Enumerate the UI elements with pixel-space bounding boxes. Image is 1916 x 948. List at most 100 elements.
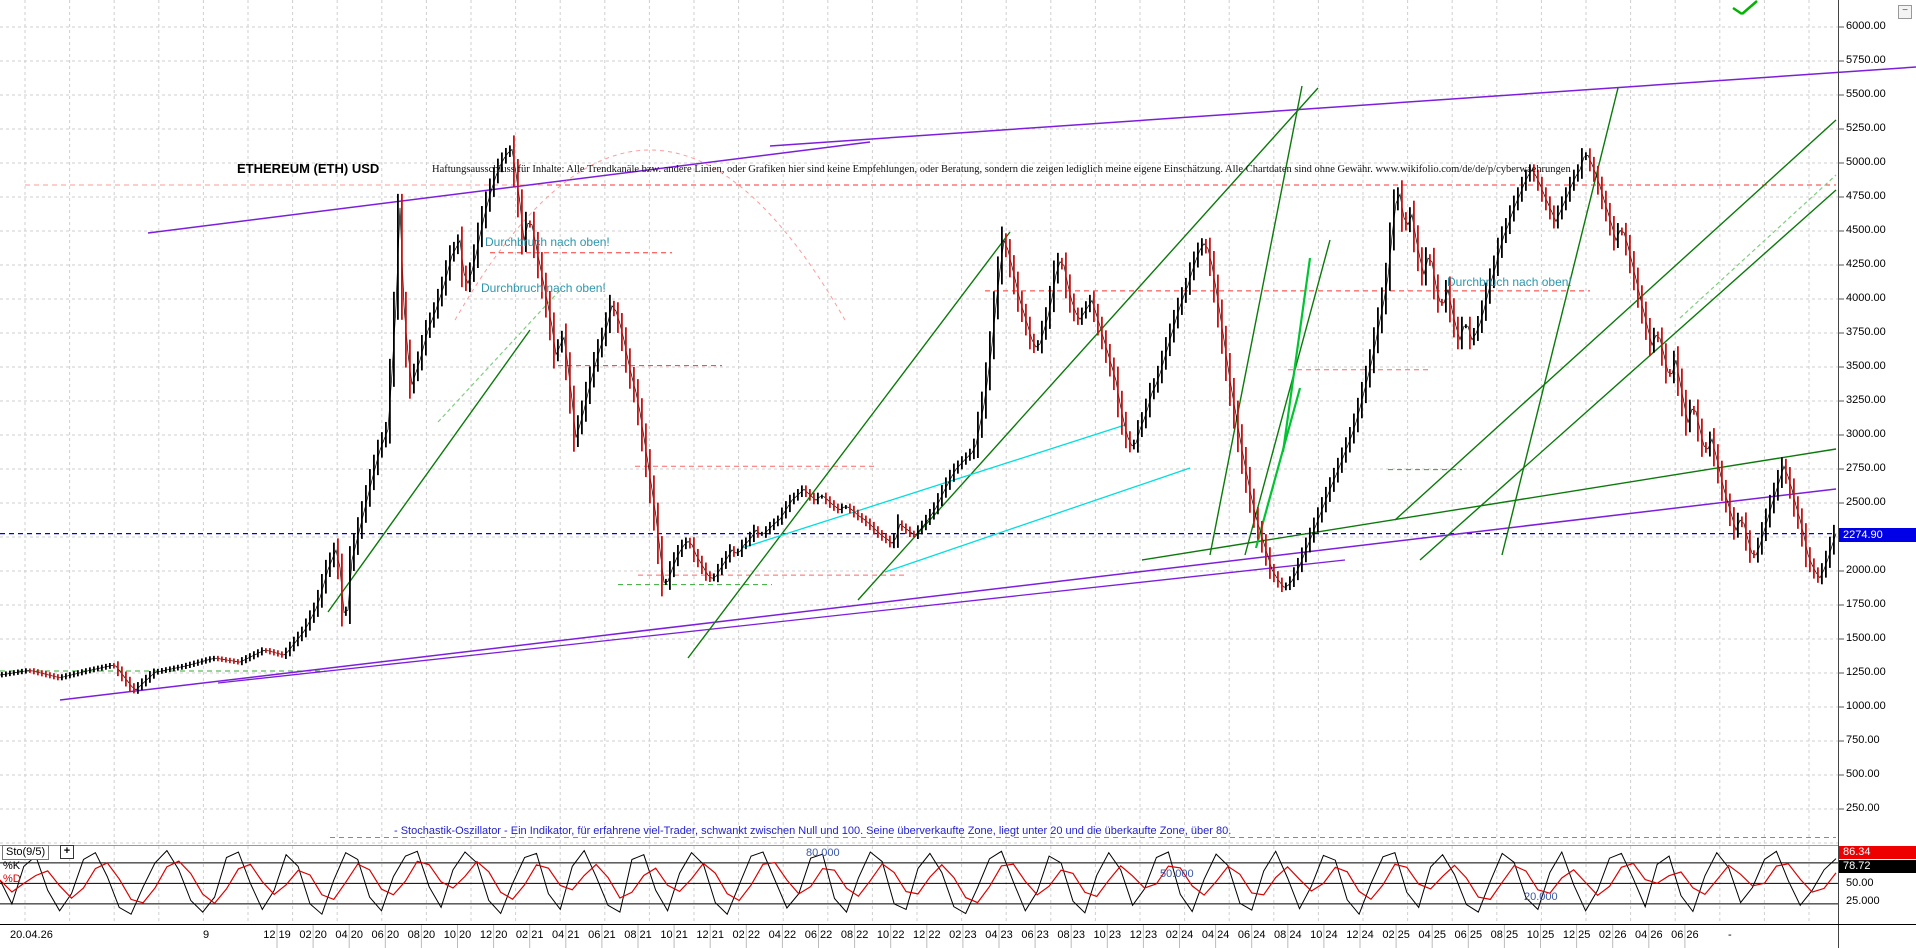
price-tick-label: 3750.00 [1846,326,1886,338]
price-tick-label: 1500.00 [1846,632,1886,644]
time-tick-label: 04 25 [1418,929,1446,941]
time-tick-label: 12 20 [479,929,508,941]
trend-line [59,488,1837,701]
time-tick-label: 02 26 [1598,929,1627,941]
price-tick-label: 4750.00 [1846,190,1886,202]
price-tick-label: 3500.00 [1846,360,1886,372]
trend-line [1281,257,1312,453]
oscillator-level-label: 50.000 [1160,868,1194,880]
time-tick-label: 02 22 [732,929,761,941]
oscillator-axis-25: 25.000 [1846,895,1880,907]
time-tick-label: 08 23 [1057,929,1085,941]
oscillator-level-label: 20.000 [1524,891,1558,903]
time-tick-label: 02 21 [515,929,544,941]
time-tick-label: 10 23 [1093,929,1122,941]
breakout-annotation: Durchbruch nach oben! [1447,275,1572,289]
disclaimer-text: Haftungsausschluss für Inhalte: Alle Tre… [432,164,1571,175]
trend-line [1501,87,1619,556]
price-series [0,135,1837,694]
trend-line [1209,85,1303,556]
time-tick-label: 08 21 [624,929,652,941]
time-tick-label: - [1728,929,1732,941]
price-tick-label: 250.00 [1846,802,1880,814]
price-tick-label: 500.00 [1846,768,1880,780]
projection-arc [454,149,846,321]
time-tick-label: 02 24 [1165,929,1194,941]
time-tick-label: 10 20 [443,929,472,941]
add-indicator-button[interactable]: + [60,845,74,859]
trend-line [217,559,1346,684]
price-tick-label: 5000.00 [1846,156,1886,168]
time-tick-label: 02 20 [299,929,327,941]
time-tick-label: 12 23 [1129,929,1158,941]
breakout-annotation: Durchbruch nach oben! [481,281,606,295]
stochastic-d-badge: 78.72 [1839,860,1916,873]
trend-line [741,424,1126,549]
time-tick-label: 06 26 [1671,929,1699,941]
price-tick-label: 4000.00 [1846,292,1886,304]
price-tick-label: 1250.00 [1846,666,1886,678]
time-tick-label: 9 [203,929,210,941]
price-tick-label: 3250.00 [1846,394,1886,406]
price-tick-label: 6000.00 [1846,20,1886,32]
time-tick-label: 10 25 [1526,929,1555,941]
stochastic-series [0,849,1837,916]
trend-line [147,141,871,234]
collapse-button[interactable]: − [1898,5,1912,19]
time-tick-label: 06 23 [1021,929,1049,941]
price-tick-label: 2750.00 [1846,462,1886,474]
time-tick-label: 12 19 [263,929,291,941]
price-tick-label: 3000.00 [1846,428,1886,440]
trend-line [1679,174,1837,319]
price-tick-label: 1000.00 [1846,700,1886,712]
time-tick-label: 08 24 [1274,929,1302,941]
price-tick-label: 2000.00 [1846,564,1886,576]
stochastic-k-badge: 86.34 [1839,846,1916,859]
time-tick-label: 06 24 [1237,929,1266,941]
time-tick-label: 12 24 [1346,929,1374,941]
time-tick-label: 02 25 [1382,929,1410,941]
time-tick-label: 20.04.26 [10,929,53,941]
trend-line [327,329,531,613]
time-tick-label: 02 23 [949,929,977,941]
breakout-annotation: Durchbruch nach oben! [485,235,610,249]
trend-line [687,231,1011,659]
check-mark [1732,6,1743,16]
time-tick-label: 08 20 [407,929,436,941]
check-mark [1741,0,1758,15]
price-tick-label: 5500.00 [1846,88,1886,100]
time-tick-label: 12 25 [1562,929,1591,941]
trend-line [1419,189,1837,561]
time-tick-label: 10 24 [1310,929,1338,941]
time-tick-label: 04 23 [985,929,1013,941]
price-tick-label: 750.00 [1846,734,1880,746]
time-tick-label: 10 22 [876,929,905,941]
trend-line [769,66,1916,147]
percent-k-label: %K [3,860,21,872]
time-tick-label: 08 22 [840,929,869,941]
current-price-badge: 2274.90 [1839,528,1916,542]
price-tick-label: 2500.00 [1846,496,1886,508]
price-tick-label: 5250.00 [1846,122,1886,134]
time-tick-label: 04 21 [552,929,580,941]
oscillator-level-label: 80.000 [806,847,840,859]
time-tick-label: 10 21 [660,929,688,941]
price-tick-label: 5750.00 [1846,54,1886,66]
price-tick-label: 1750.00 [1846,598,1886,610]
time-tick-label: 04 26 [1635,929,1663,941]
time-tick-label: 12 21 [696,929,724,941]
trend-line [1254,387,1302,549]
stochastic-indicator-button[interactable]: Sto(9/5) [2,845,50,860]
time-tick-label: 12 22 [913,929,941,941]
stochastic-note: - Stochastik-Oszillator - Ein Indikator,… [394,825,1232,837]
time-tick-label: 06 20 [371,929,400,941]
price-tick-label: 4250.00 [1846,258,1886,270]
trend-line [437,287,563,423]
time-tick-label: 04 24 [1201,929,1230,941]
time-tick-label: 06 25 [1454,929,1483,941]
price-tick-label: 4500.00 [1846,224,1886,236]
time-tick-label: 04 20 [335,929,363,941]
trend-line [1394,119,1837,521]
